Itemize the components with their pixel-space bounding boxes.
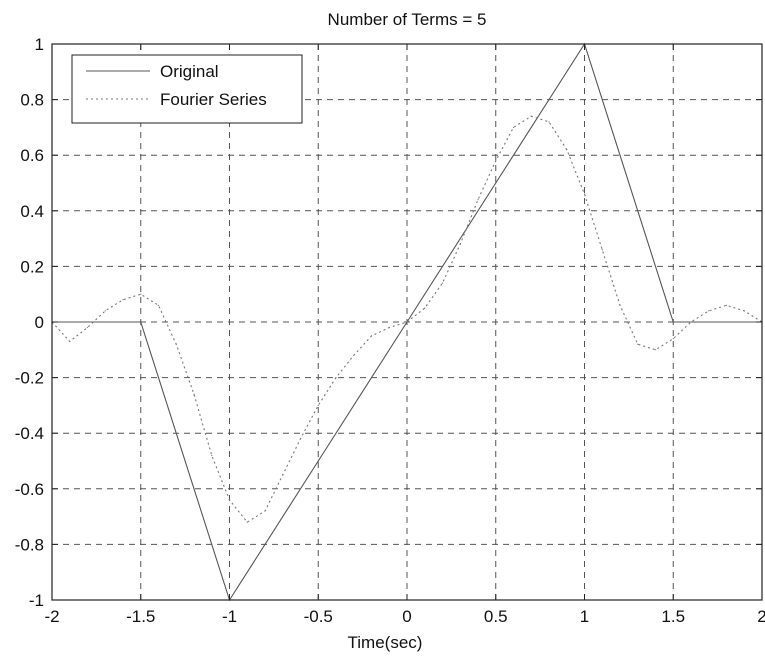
fourier-point xyxy=(370,335,373,337)
fourier-point xyxy=(548,121,550,123)
fourier-point xyxy=(69,340,71,343)
x-tick-label: 2 xyxy=(757,607,765,626)
y-tick-label: -0.4 xyxy=(15,424,44,443)
y-tick-label: -1 xyxy=(29,591,44,610)
x-tick-label: -2 xyxy=(44,607,59,626)
fourier-point xyxy=(637,343,639,345)
y-tick-label: 0.8 xyxy=(20,91,44,110)
fourier-point xyxy=(654,349,657,351)
y-tick-label: 1 xyxy=(35,35,44,54)
fourier-point xyxy=(353,354,355,356)
fourier-point xyxy=(246,521,248,523)
x-tick-label: -1 xyxy=(222,607,237,626)
fourier-point xyxy=(388,326,390,329)
x-tick-label: 0.5 xyxy=(484,607,508,626)
fourier-point xyxy=(619,304,621,306)
y-tick-label: 0.2 xyxy=(20,257,44,276)
x-tick-label: 1 xyxy=(580,607,589,626)
fourier-point xyxy=(193,393,195,395)
original-point xyxy=(672,321,674,323)
series-line-fourier xyxy=(51,115,763,523)
fourier-point xyxy=(708,310,710,312)
fourier-point xyxy=(282,474,284,476)
fourier-point xyxy=(725,304,728,306)
fourier-point xyxy=(264,510,266,512)
original-point xyxy=(495,182,497,184)
y-tick-label: -0.8 xyxy=(15,535,44,554)
fourier-point xyxy=(672,338,674,340)
y-tick-label: 0 xyxy=(35,313,44,332)
fourier-point xyxy=(299,438,302,440)
fourier-point xyxy=(228,499,231,501)
fourier-point xyxy=(459,243,461,245)
x-axis-label: Time(sec) xyxy=(348,633,423,652)
legend: Original Fourier Series xyxy=(71,54,303,124)
fourier-point xyxy=(495,160,497,162)
x-tick-label: 0 xyxy=(402,607,411,626)
fourier-point xyxy=(441,282,444,284)
fourier-point xyxy=(406,321,408,323)
fourier-point xyxy=(424,307,426,309)
y-tick-label: 0.4 xyxy=(20,202,44,221)
fourier-point xyxy=(157,304,160,306)
legend-box xyxy=(71,54,303,124)
fourier-point xyxy=(175,343,177,345)
original-point xyxy=(140,321,142,323)
fourier-point xyxy=(122,299,124,301)
fourier-point xyxy=(86,326,89,329)
x-tick-label: -1.5 xyxy=(126,607,155,626)
fourier-point xyxy=(335,377,337,379)
x-tick-label: 1.5 xyxy=(661,607,685,626)
legend-label-fourier-series: Fourier Series xyxy=(160,90,267,109)
fourier-point xyxy=(140,293,142,295)
legend-label-original: Original xyxy=(160,62,219,81)
fourier-point xyxy=(601,249,603,251)
fourier-point xyxy=(583,193,586,195)
fourier-point xyxy=(477,199,479,201)
chart-title: Number of Terms = 5 xyxy=(328,10,487,29)
y-tick-label: 0.6 xyxy=(20,146,44,165)
fourier-point xyxy=(530,115,532,117)
y-tick-label: -0.2 xyxy=(15,369,44,388)
fourier-point xyxy=(690,321,692,323)
original-point xyxy=(317,460,319,462)
y-tick-label: -0.6 xyxy=(15,480,44,499)
fourier-point xyxy=(566,149,568,151)
x-tick-label: -0.5 xyxy=(304,607,333,626)
fourier-point xyxy=(512,126,515,128)
fourier-point xyxy=(104,310,106,312)
fourier-point xyxy=(317,404,319,406)
fourier-point xyxy=(211,454,213,457)
fourier-point xyxy=(743,310,745,312)
